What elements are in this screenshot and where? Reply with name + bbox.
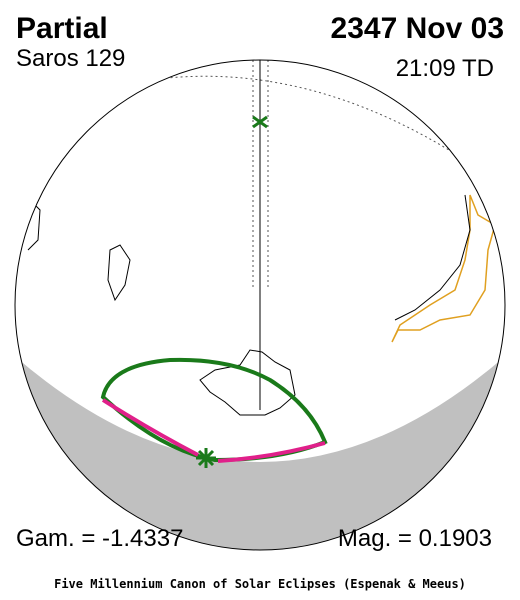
globe-outline <box>14 59 506 551</box>
saros: Saros 129 <box>16 45 125 72</box>
credit: Five Millennium Canon of Solar Eclipses … <box>54 577 466 591</box>
antarctica <box>199 349 296 416</box>
time: 21:09 TD <box>396 55 494 82</box>
gamma: Gam. = -1.4337 <box>16 525 183 552</box>
title: Partial <box>16 12 108 45</box>
meridian-dashed <box>252 60 269 290</box>
coast <box>394 194 471 321</box>
date: 2347 Nov 03 <box>331 12 504 45</box>
australia <box>391 194 496 343</box>
sub-lunar-point <box>252 115 268 129</box>
max-eclipse-line <box>101 398 326 463</box>
greatest-eclipse <box>196 448 216 468</box>
magnitude: Mag. = 0.1903 <box>338 525 492 552</box>
